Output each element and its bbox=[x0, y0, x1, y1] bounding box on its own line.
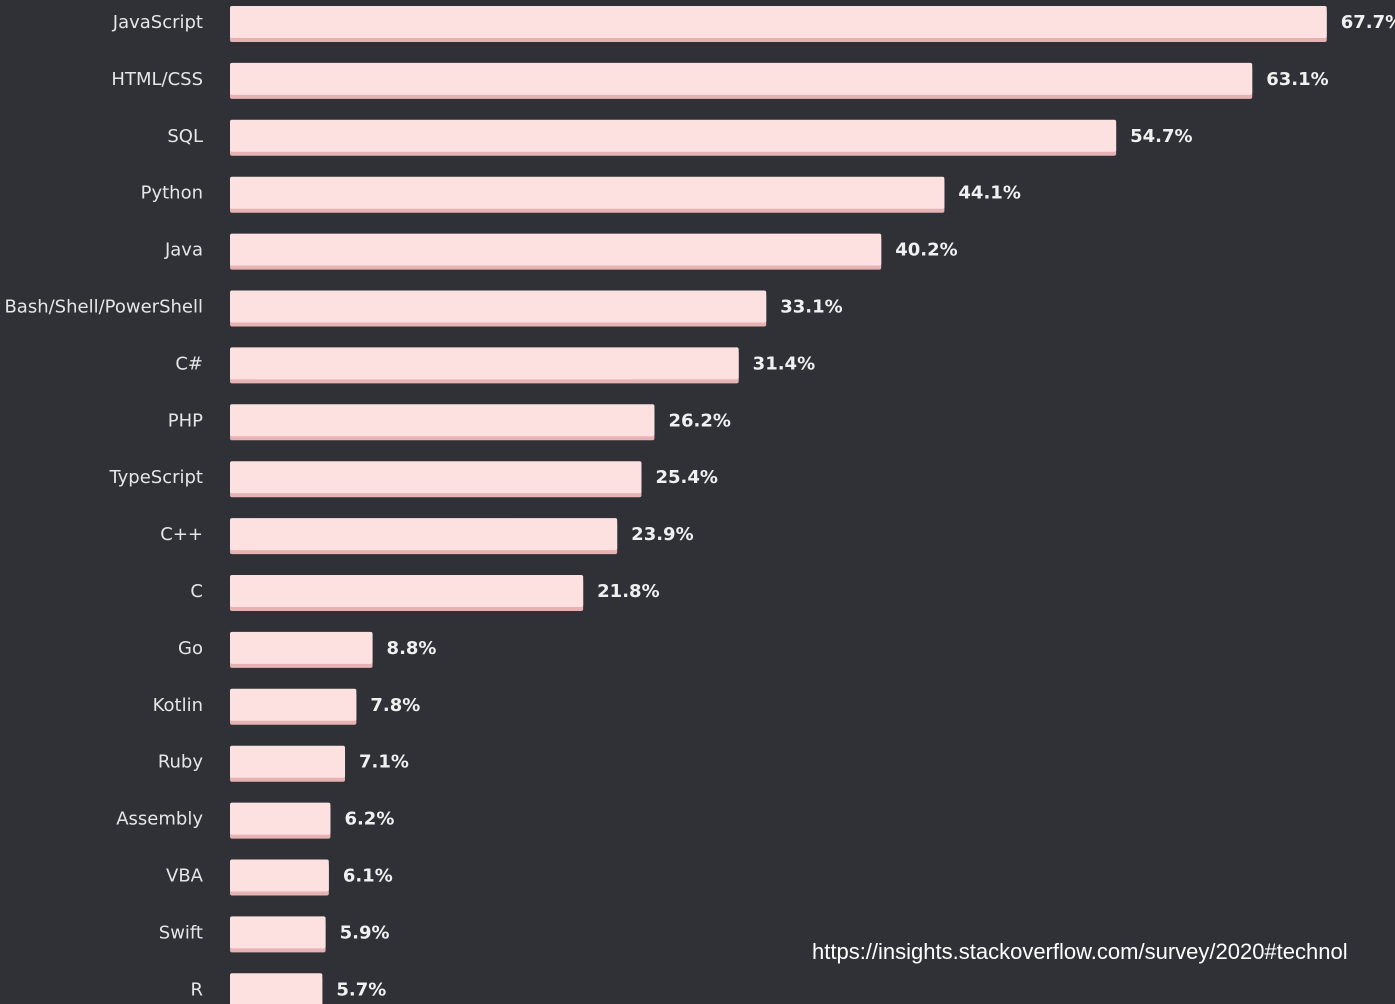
category-label: HTML/CSS bbox=[111, 69, 203, 90]
bar-row: SQL 54.7% bbox=[167, 119, 1193, 156]
bar bbox=[230, 347, 739, 380]
value-label: 21.8% bbox=[597, 581, 659, 602]
bar-row: PHP 26.2% bbox=[168, 404, 731, 441]
bar bbox=[230, 290, 767, 323]
bar bbox=[230, 802, 331, 835]
bar bbox=[230, 6, 1327, 38]
category-label: JavaScript bbox=[112, 12, 203, 33]
bar-row: Assembly 6.2% bbox=[116, 802, 394, 839]
category-label: Bash/Shell/PowerShell bbox=[4, 297, 203, 318]
source-url: https://insights.stackoverflow.com/surve… bbox=[812, 939, 1348, 964]
category-label: Kotlin bbox=[153, 695, 203, 716]
category-label: C++ bbox=[160, 524, 203, 545]
value-label: 26.2% bbox=[668, 410, 730, 431]
value-label: 63.1% bbox=[1266, 69, 1328, 90]
category-label: C bbox=[190, 581, 203, 602]
category-label: Java bbox=[164, 240, 203, 261]
bar-row: C 21.8% bbox=[190, 575, 660, 611]
bar bbox=[230, 916, 326, 949]
value-label: 7.8% bbox=[370, 695, 420, 716]
bar-row: Python 44.1% bbox=[141, 176, 1021, 213]
bar-row: TypeScript 25.4% bbox=[108, 461, 718, 498]
value-label: 44.1% bbox=[958, 183, 1020, 204]
bar-row: Go 8.8% bbox=[178, 631, 437, 668]
bar bbox=[230, 631, 373, 664]
value-label: 6.2% bbox=[344, 809, 394, 830]
value-label: 54.7% bbox=[1130, 126, 1192, 147]
category-label: PHP bbox=[168, 410, 203, 431]
bar-row: HTML/CSS 63.1% bbox=[111, 62, 1329, 99]
bar-row: R 5.7% bbox=[190, 973, 386, 1004]
bar bbox=[230, 575, 584, 607]
bar bbox=[230, 119, 1117, 152]
category-label: Python bbox=[141, 183, 203, 204]
value-label: 67.7% bbox=[1341, 12, 1395, 33]
category-label: Assembly bbox=[116, 809, 203, 830]
bar bbox=[230, 176, 945, 209]
category-label: TypeScript bbox=[108, 467, 203, 488]
bar bbox=[230, 688, 357, 721]
bar-row: Java 40.2% bbox=[164, 233, 958, 270]
value-label: 23.9% bbox=[631, 524, 693, 545]
value-label: 5.9% bbox=[340, 922, 390, 943]
bar-row: Ruby 7.1% bbox=[158, 745, 409, 782]
bar-row: VBA 6.1% bbox=[166, 859, 393, 896]
value-label: 31.4% bbox=[753, 353, 815, 374]
bar-row: JavaScript 67.7% bbox=[112, 6, 1395, 42]
bar bbox=[230, 745, 346, 778]
bar-row: C# 31.4% bbox=[175, 347, 815, 384]
value-label: 7.1% bbox=[359, 752, 409, 773]
bar bbox=[230, 859, 329, 892]
bar-row: C++ 23.9% bbox=[160, 518, 694, 555]
value-label: 40.2% bbox=[895, 240, 957, 261]
bar bbox=[230, 233, 882, 266]
category-label: C# bbox=[175, 353, 203, 374]
bar-row: Swift 5.9% bbox=[159, 916, 390, 953]
category-label: R bbox=[190, 979, 203, 1000]
bar-row: Bash/Shell/PowerShell 33.1% bbox=[4, 290, 843, 327]
bar bbox=[230, 461, 642, 494]
category-label: Go bbox=[178, 638, 203, 659]
bar bbox=[230, 62, 1253, 95]
value-label: 25.4% bbox=[655, 467, 717, 488]
value-label: 6.1% bbox=[343, 866, 393, 887]
value-label: 5.7% bbox=[336, 979, 386, 1000]
category-label: Swift bbox=[159, 922, 203, 943]
value-label: 33.1% bbox=[780, 297, 842, 318]
bar bbox=[230, 404, 655, 437]
category-label: Ruby bbox=[158, 752, 204, 773]
category-label: VBA bbox=[166, 866, 204, 887]
bar-row: Kotlin 7.8% bbox=[153, 688, 420, 725]
bar bbox=[230, 973, 323, 1004]
category-label: SQL bbox=[167, 126, 203, 147]
bar bbox=[230, 518, 618, 551]
value-label: 8.8% bbox=[387, 638, 437, 659]
